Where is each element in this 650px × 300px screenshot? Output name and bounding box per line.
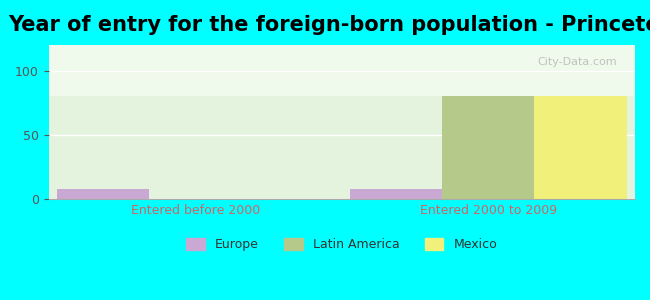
Bar — [534, 96, 627, 199]
Title: Year of entry for the foreign-born population - Princeton: Year of entry for the foreign-born popul… — [8, 15, 650, 35]
Bar — [57, 189, 149, 199]
Bar — [442, 96, 534, 199]
Bar — [49, 96, 635, 199]
Legend: Europe, Latin America, Mexico: Europe, Latin America, Mexico — [181, 233, 502, 256]
Bar — [350, 189, 442, 199]
Bar — [49, 45, 635, 96]
Text: City-Data.com: City-Data.com — [538, 57, 618, 67]
